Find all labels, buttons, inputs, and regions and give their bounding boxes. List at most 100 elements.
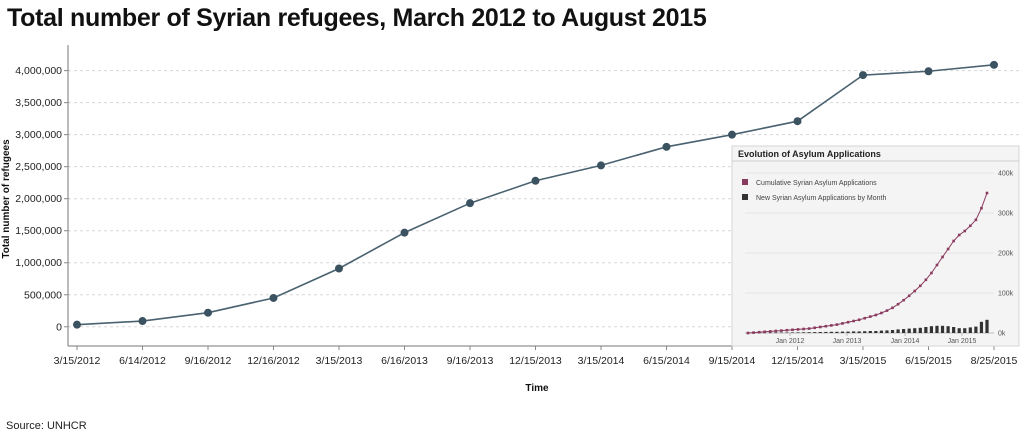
inset-cumulative-point — [813, 326, 816, 330]
inset-cumulative-point — [802, 327, 805, 331]
inset-cumulative-point — [985, 191, 989, 195]
inset-monthly-bar — [813, 332, 817, 333]
inset-cumulative-point — [930, 271, 933, 275]
inset-cumulative-point — [969, 224, 972, 228]
inset-monthly-bar — [924, 327, 928, 333]
inset-cumulative-point — [957, 233, 961, 237]
y-tick-label: 500,000 — [24, 289, 62, 301]
inset-monthly-bar — [918, 327, 922, 333]
inset-monthly-bar — [796, 332, 800, 333]
inset-cumulative-point — [768, 330, 772, 333]
inset-cumulative-point — [902, 298, 905, 302]
inset-monthly-bar — [979, 321, 984, 333]
inset-x-tick-label: Jan 2014 — [891, 338, 920, 345]
legend-swatch-monthly — [742, 194, 748, 200]
inset-cumulative-point — [863, 316, 867, 320]
inset-cumulative-point — [791, 328, 794, 332]
inset-cumulative-point — [880, 311, 883, 315]
y-tick-label: 4,000,000 — [15, 65, 62, 77]
inset-cumulative-point — [824, 324, 828, 328]
inset-x-tick-label: Jan 2012 — [776, 338, 805, 345]
inset-monthly-bar — [874, 331, 878, 333]
inset-cumulative-point — [752, 331, 755, 334]
inset-monthly-bar — [829, 331, 833, 333]
y-tick-label: 2,500,000 — [15, 161, 62, 173]
legend-swatch-cumulative — [742, 179, 748, 185]
inset-monthly-bar — [863, 331, 867, 333]
inset-chart-asylum-applications: Evolution of Asylum Applications Cumulat… — [731, 145, 1020, 347]
y-tick-label: 1,000,000 — [15, 257, 62, 269]
inset-cumulative-point — [963, 229, 967, 233]
inset-monthly-bar — [879, 330, 883, 333]
inset-cumulative-point — [757, 330, 761, 334]
x-tick-label: 9/16/2012 — [185, 355, 232, 367]
inset-monthly-bar — [985, 319, 989, 333]
gridlines — [68, 70, 1019, 328]
x-tick-label: 9/15/2014 — [709, 355, 756, 367]
inset-monthly-bar — [974, 326, 978, 333]
y-axis-title: Total number of refugees — [1, 139, 12, 259]
inset-cumulative-point — [852, 319, 855, 323]
inset-monthly-bar — [835, 331, 839, 333]
inset-cumulative-point — [941, 255, 944, 259]
x-tick-label: 3/15/2014 — [578, 355, 625, 367]
data-point — [138, 317, 147, 326]
inset-monthly-bar — [846, 331, 850, 333]
inset-monthly-bar — [790, 332, 795, 333]
source-note: Source: UNHCR — [6, 420, 87, 432]
inset-monthly-bar — [890, 330, 895, 333]
inset-monthly-bar — [785, 332, 789, 334]
data-point — [990, 60, 998, 69]
x-tick-label: 8/25/2015 — [971, 355, 1018, 367]
x-tick-label: 6/15/2014 — [643, 355, 690, 367]
data-point — [662, 142, 671, 151]
chart-title: Total number of Syrian refugees, March 2… — [7, 4, 707, 32]
x-tick-label: 12/16/2012 — [247, 355, 300, 367]
data-point — [73, 320, 81, 329]
refugee-series — [73, 60, 998, 329]
y-tick-label: 0 — [56, 321, 62, 333]
x-tick-label: 6/14/2012 — [119, 355, 166, 367]
inset-cumulative-point — [919, 284, 922, 288]
inset-y-tick-label: 0k — [998, 331, 1006, 338]
inset-x-tick-label: Jan 2013 — [833, 338, 862, 345]
inset-cumulative-point — [857, 318, 861, 322]
inset-monthly-bar — [885, 330, 889, 333]
inset-monthly-bar — [774, 332, 778, 334]
data-point — [204, 308, 212, 317]
x-tick-label: 6/15/2015 — [905, 355, 952, 367]
inset-monthly-bar — [957, 328, 961, 333]
inset-monthly-bar — [907, 328, 911, 333]
inset-monthly-bar — [952, 327, 956, 333]
x-tick-label: 3/15/2015 — [840, 355, 887, 367]
inset-cumulative-point — [874, 313, 878, 317]
inset-cumulative-point — [746, 331, 750, 335]
inset-monthly-bar — [807, 332, 811, 333]
inset-cumulative-point — [807, 327, 811, 330]
inset-monthly-bar — [913, 328, 917, 333]
x-axis: 3/15/2012 6/14/2012 9/16/2012 12/16/2012 3/1… — [54, 345, 1019, 367]
inset-monthly-bar — [940, 325, 945, 333]
inset-cumulative-point — [885, 309, 889, 312]
y-tick-label: 1,500,000 — [15, 225, 62, 237]
inset-cumulative-point — [913, 289, 917, 293]
inset-monthly-bar — [968, 327, 972, 333]
inset-monthly-bar — [868, 331, 872, 333]
inset-cumulative-point — [974, 218, 978, 222]
inset-monthly-bar — [824, 331, 828, 333]
data-point — [400, 228, 409, 237]
inset-monthly-bar — [818, 332, 822, 333]
legend-label-monthly: New Syrian Asylum Applications by Month — [756, 195, 886, 202]
x-tick-label: 12/15/2014 — [771, 355, 824, 367]
y-axis: 0 500,000 1,000,000 1,500,000 2,000,000 2,500… — [15, 45, 69, 346]
legend-label-cumulative: Cumulative Syrian Asylum Applications — [756, 180, 877, 187]
y-tick-label: 3,000,000 — [15, 129, 62, 141]
inset-cumulative-point — [952, 239, 955, 243]
x-tick-label: 9/16/2013 — [447, 355, 494, 367]
inset-cumulative-point — [785, 328, 789, 332]
inset-title: Evolution of Asylum Applications — [738, 149, 881, 159]
inset-y-tick-label: 200k — [998, 251, 1014, 258]
y-tick-label: 3,500,000 — [15, 97, 62, 109]
inset-cumulative-point — [830, 324, 833, 327]
